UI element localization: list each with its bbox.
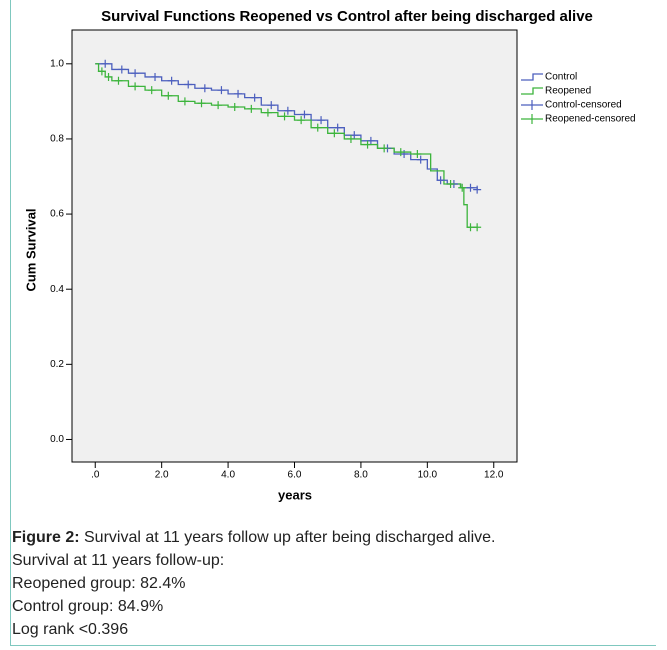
legend-symbol [521,87,543,95]
y-tick-label: 0.2 [50,359,64,370]
legend-symbol [521,114,543,124]
caption-label: Figure 2: [12,529,80,546]
x-tick-label: 6.0 [288,470,302,481]
survival-line [95,63,478,190]
censor-mark [267,101,276,110]
legend-symbol [521,73,543,81]
x-tick-label: 4.0 [221,470,235,481]
censor-mark [131,69,140,78]
censor-mark [380,144,389,153]
x-tick-label: 12.0 [484,470,504,481]
censor-mark [333,123,342,132]
censor-mark [396,148,405,157]
censor-mark [114,76,123,85]
censor-mark [180,97,189,106]
censor-mark [416,155,425,164]
caption-first: Figure 2: Survival at 11 years follow up… [12,526,496,549]
censor-mark [300,110,309,119]
x-tick-label: .0 [91,470,100,481]
censor-mark [234,89,243,98]
caption-text: Survival at 11 years follow up after bei… [79,529,496,546]
censor-mark [217,86,226,95]
censor-mark [197,99,206,108]
y-tick-label: 0.6 [50,209,64,220]
censor-mark [101,59,110,68]
legend-label: Reopened [545,86,591,97]
censor-mark [350,131,359,140]
censor-mark [313,123,322,132]
censor-mark [104,72,113,81]
censor-mark [330,129,339,138]
censor-mark [147,86,156,95]
censor-mark [230,103,239,112]
censor-mark [184,80,193,89]
x-axis-label: years [278,487,312,502]
censor-mark [446,180,455,189]
censor-mark [263,108,272,117]
censor-mark [473,185,482,194]
censor-mark [117,65,126,74]
y-tick-label: 0.0 [50,434,64,445]
legend-symbol [521,100,543,110]
censor-mark [346,134,355,143]
plot-area [71,29,518,463]
censor-mark [97,67,106,76]
censor-mark [247,104,256,113]
legend-label: Control [545,72,577,83]
frame [10,0,656,646]
censor-mark [283,106,292,115]
censor-mark [366,136,375,145]
censor-mark [200,84,209,93]
x-tick-label: 10.0 [418,470,438,481]
censor-mark [131,82,140,91]
legend-label: Reopened-censored [545,114,636,125]
caption-line: Log rank <0.396 [12,621,129,638]
censor-mark [164,91,173,100]
censor-mark [167,76,176,85]
y-tick-label: 1.0 [50,58,64,69]
censor-mark [466,183,475,192]
caption: Figure 2: Survival at 11 years follow up… [12,526,496,641]
censor-mark [363,140,372,149]
censor-mark [214,101,223,110]
censor-mark [400,149,409,158]
y-axis-label: Cum Survival [23,208,38,291]
censor-mark [297,116,306,125]
censor-mark [317,116,326,125]
censor-mark [413,149,422,158]
censor-mark [473,223,482,232]
caption-line: Survival at 11 years follow-up: [12,552,225,569]
survival-line [95,63,478,228]
censor-mark [458,183,467,192]
caption-line: Reopened group: 82.4% [12,575,186,592]
x-tick-label: 2.0 [155,470,169,481]
y-tick-label: 0.4 [50,284,64,295]
x-tick-label: 8.0 [354,470,368,481]
censor-mark [250,93,259,102]
censor-mark [280,112,289,121]
censor-mark [151,72,160,81]
caption-line: Control group: 84.9% [12,598,164,615]
chart: Survival Functions Reopened vs Control a… [23,8,636,502]
y-tick-label: 0.8 [50,134,64,145]
chart-title: Survival Functions Reopened vs Control a… [101,8,593,25]
censor-mark [436,176,445,185]
legend-label: Control-censored [545,100,622,111]
